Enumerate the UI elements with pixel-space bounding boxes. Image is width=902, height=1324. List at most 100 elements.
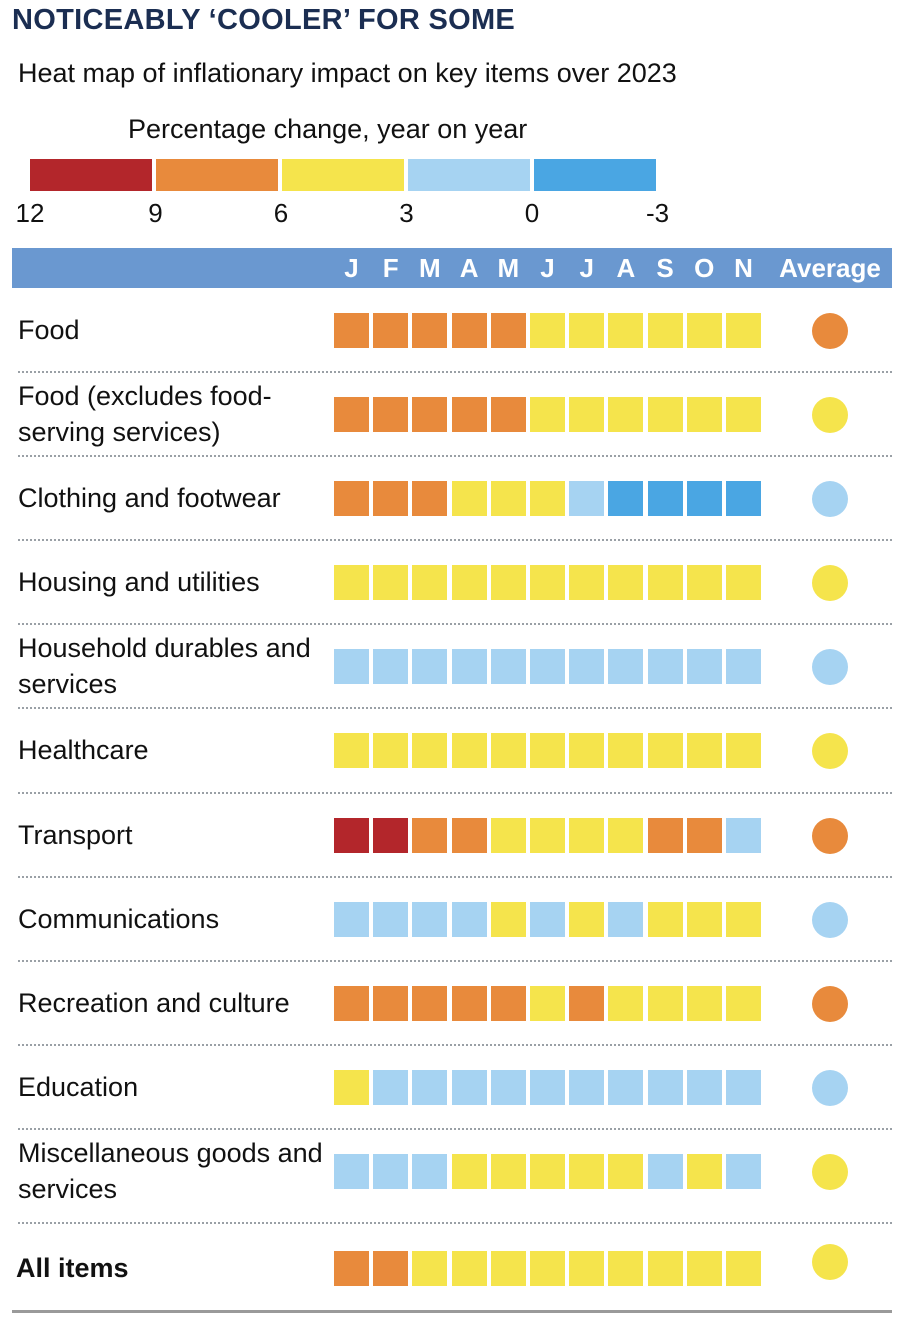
row-divider [18, 1128, 892, 1130]
heatmap-cell [647, 901, 683, 937]
row-divider [18, 371, 892, 373]
heatmap-cell [726, 648, 761, 684]
heatmap-cell [451, 817, 487, 853]
heatmap-row: Miscellaneous goods and services [0, 1129, 902, 1213]
legend-tick-label: 0 [524, 198, 540, 228]
heatmap-cell [334, 732, 369, 768]
heatmap-cell [451, 312, 487, 348]
heatmap-cell [686, 1069, 722, 1105]
heatmap-cell [647, 985, 683, 1021]
legend-tick-label: -3 [645, 198, 670, 228]
heatmap-cell [334, 817, 369, 853]
average-dot [812, 648, 848, 685]
row-divider [18, 960, 892, 962]
heatmap-cell [490, 901, 526, 937]
heatmap-cell [490, 312, 526, 348]
legend-swatch [30, 159, 152, 191]
average-dot [812, 985, 848, 1022]
heatmap-cell [530, 312, 565, 348]
heatmap-cell [451, 1250, 487, 1286]
month-label: J [540, 253, 555, 283]
heatmap-cell [686, 985, 722, 1021]
heatmap-cell [726, 1250, 761, 1286]
average-column-header: Average [779, 253, 881, 283]
heatmap-cell [569, 817, 605, 853]
heatmap-cell [530, 564, 565, 600]
heatmap-cell [569, 480, 605, 516]
heatmap-cell [726, 901, 761, 937]
heatmap-cell [608, 396, 644, 432]
heatmap-cell [647, 564, 683, 600]
heatmap-cell [451, 396, 487, 432]
heatmap-cell [608, 985, 644, 1021]
month-label: A [616, 253, 636, 283]
heatmap-cell [569, 985, 605, 1021]
heatmap-cell [373, 817, 409, 853]
heatmap-cell [373, 732, 409, 768]
heatmap-cell [726, 1153, 761, 1189]
heatmap-cell [412, 1250, 448, 1286]
heatmap-row: Education [0, 1045, 902, 1129]
average-dot [812, 396, 848, 433]
legend-tick-label: 12 [15, 198, 45, 228]
chart-title: NOTICEABLY ‘COOLER’ FOR SOME [12, 4, 516, 36]
heatmap-cell [490, 1250, 526, 1286]
heatmap-cell [686, 1250, 722, 1286]
heatmap-cell [647, 817, 683, 853]
heatmap-cell [608, 312, 644, 348]
heatmap-cell [490, 1153, 526, 1189]
heatmap-cell [334, 901, 369, 937]
heatmap-cell [530, 985, 565, 1021]
heatmap-cell [569, 901, 605, 937]
heatmap-cell [530, 732, 565, 768]
heatmap-cell [412, 648, 448, 684]
heatmap-cell [334, 480, 369, 516]
heatmap-cell [608, 480, 644, 516]
row-divider [18, 623, 892, 625]
row-divider [18, 455, 892, 457]
heatmap-cell [334, 648, 369, 684]
heatmap-cell [373, 480, 409, 516]
row-label: Clothing and footwear [18, 483, 281, 513]
heatmap-row: Transport [0, 793, 902, 877]
month-label: M [419, 253, 441, 283]
average-dot [812, 564, 848, 601]
heatmap-cell [569, 396, 605, 432]
row-label: Recreation and culture [18, 988, 290, 1018]
legend-tick-label: 3 [399, 198, 414, 228]
month-label: F [382, 253, 399, 283]
heatmap-cell [373, 564, 409, 600]
heatmap-cell [569, 312, 605, 348]
legend-title: Percentage change, year on year [128, 114, 528, 144]
heatmap-cell [412, 901, 448, 937]
heatmap-cell [530, 817, 565, 853]
heatmap-cell [530, 648, 565, 684]
heatmap-cell [726, 1069, 761, 1105]
heatmap-cell [608, 901, 644, 937]
heatmap-cell [490, 648, 526, 684]
legend-tick-label: 6 [273, 198, 289, 228]
row-divider [18, 1044, 892, 1046]
heatmap-cell [608, 564, 644, 600]
heatmap-cell [686, 480, 722, 516]
row-divider [18, 792, 892, 794]
legend-tick-label: 9 [148, 198, 163, 228]
row-label: Housing and utilities [18, 567, 260, 597]
average-dot [812, 732, 848, 769]
heatmap-cell [530, 1153, 565, 1189]
heatmap-cell [530, 1069, 565, 1105]
heatmap-cell [686, 648, 722, 684]
heatmap-cell [726, 396, 761, 432]
heatmap-cell [412, 396, 448, 432]
heatmap-cell [530, 1250, 565, 1286]
average-dot [812, 1243, 848, 1280]
heatmap-cell [647, 1153, 683, 1189]
heatmap-cell [569, 1069, 605, 1105]
heatmap-cell [451, 564, 487, 600]
heatmap-cell [334, 985, 369, 1021]
heatmap-cell [451, 1069, 487, 1105]
heatmap-cell [412, 312, 448, 348]
heatmap-cell [412, 480, 448, 516]
heatmap-row: All items [0, 1223, 902, 1313]
heatmap-row: Household durables and services [0, 624, 902, 708]
